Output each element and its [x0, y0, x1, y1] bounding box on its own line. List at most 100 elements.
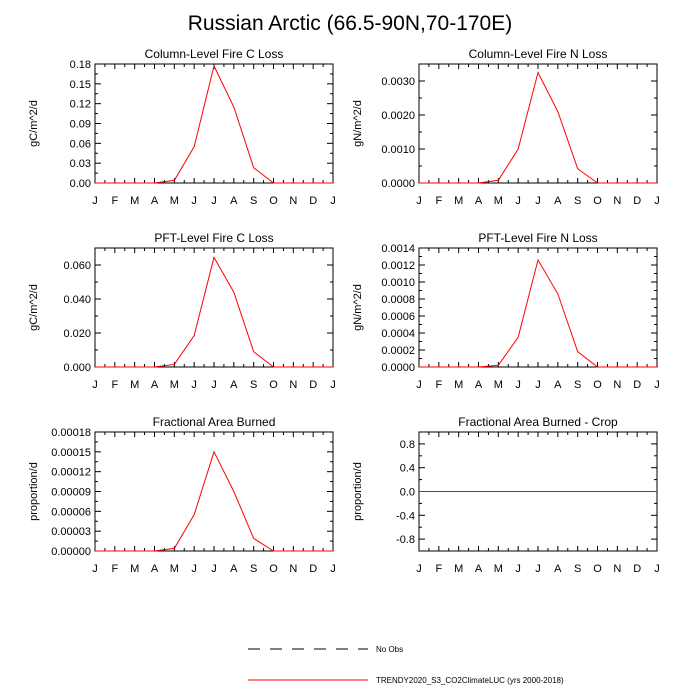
plot-frame: [94, 431, 334, 552]
y-tick-label: 0.0030: [381, 76, 415, 88]
x-tick-label: M: [170, 195, 179, 207]
x-tick-label: A: [230, 379, 238, 391]
x-tick-label: A: [151, 563, 159, 575]
y-tick-label: 0.040: [63, 294, 91, 306]
panel-title: PFT-Level Fire C Loss: [154, 231, 273, 245]
y-tick-label: -0.4: [396, 510, 415, 522]
y-tick-label: 0.0010: [381, 144, 415, 156]
y-tick-label: 0.4: [400, 463, 415, 475]
x-tick-label: A: [554, 195, 562, 207]
x-tick-label: S: [250, 195, 257, 207]
x-tick-label: J: [92, 563, 98, 575]
x-tick-label: M: [454, 195, 463, 207]
x-tick-label: A: [475, 195, 483, 207]
y-tick-label: 0.8: [400, 439, 415, 451]
x-tick-label: O: [269, 195, 278, 207]
x-tick-label: M: [170, 563, 179, 575]
x-tick-label: M: [494, 379, 503, 391]
plot-frame: [94, 247, 334, 368]
x-tick-label: M: [454, 379, 463, 391]
legend: No Obs TRENDY2020_S3_CO2ClimateLUC (yrs …: [248, 645, 564, 685]
x-tick-label: J: [211, 379, 217, 391]
y-tick-label: 0.060: [63, 260, 91, 272]
x-tick-label: N: [289, 563, 297, 575]
x-tick-label: J: [515, 379, 521, 391]
x-tick-label: F: [111, 563, 118, 575]
x-tick-label: O: [269, 563, 278, 575]
y-tick-label: 0.0008: [381, 294, 415, 306]
x-tick-label: J: [515, 563, 521, 575]
x-tick-label: J: [535, 195, 541, 207]
x-tick-label: J: [191, 195, 197, 207]
x-tick-label: O: [593, 379, 602, 391]
x-tick-label: F: [435, 563, 442, 575]
series-line: [419, 258, 657, 368]
y-tick-label: 0.0014: [381, 243, 415, 255]
x-tick-label: J: [515, 195, 521, 207]
x-tick-label: D: [633, 379, 641, 391]
y-tick-label: 0.0004: [381, 328, 415, 340]
plot-frame: [94, 63, 334, 184]
y-tick-label: 0.00000: [51, 546, 91, 558]
y-tick-label: 0.0020: [381, 110, 415, 122]
y-tick-label: 0.09: [70, 119, 91, 131]
x-tick-label: M: [130, 379, 139, 391]
plot-frame: [418, 247, 658, 368]
y-tick-label: 0.0: [400, 487, 415, 499]
x-tick-label: A: [230, 563, 238, 575]
x-tick-label: J: [92, 379, 98, 391]
x-tick-label: J: [535, 563, 541, 575]
x-tick-label: J: [211, 563, 217, 575]
x-tick-label: J: [416, 195, 422, 207]
panel-title: PFT-Level Fire N Loss: [478, 231, 597, 245]
series-line: [95, 64, 333, 184]
y-tick-label: 0.000: [63, 362, 91, 374]
panel-title: Fractional Area Burned - Crop: [458, 415, 618, 429]
legend-obs-label: No Obs: [376, 645, 403, 654]
x-tick-label: A: [475, 563, 483, 575]
y-axis-label: gC/m^2/d: [28, 100, 40, 147]
x-tick-label: M: [170, 379, 179, 391]
x-tick-label: J: [211, 195, 217, 207]
x-tick-label: J: [330, 563, 336, 575]
x-tick-label: D: [309, 379, 317, 391]
y-axis-label: proportion/d: [352, 462, 364, 521]
x-tick-label: O: [593, 563, 602, 575]
y-tick-label: 0.020: [63, 328, 91, 340]
x-tick-label: F: [111, 379, 118, 391]
x-tick-label: J: [330, 379, 336, 391]
x-tick-label: F: [435, 195, 442, 207]
y-tick-label: 0.0000: [381, 362, 415, 374]
series-line: [95, 450, 333, 552]
x-tick-label: A: [151, 195, 159, 207]
x-tick-label: N: [289, 195, 297, 207]
x-tick-label: M: [454, 563, 463, 575]
y-tick-label: 0.0000: [381, 178, 415, 190]
y-tick-label: 0.12: [70, 99, 91, 111]
y-tick-label: 0.00012: [51, 467, 91, 479]
x-tick-label: F: [435, 379, 442, 391]
x-tick-label: J: [191, 379, 197, 391]
y-tick-label: 0.00003: [51, 526, 91, 538]
x-tick-label: D: [309, 563, 317, 575]
x-tick-label: F: [111, 195, 118, 207]
panel-title: Column-Level Fire C Loss: [145, 47, 284, 61]
x-tick-label: D: [633, 563, 641, 575]
x-tick-label: N: [289, 379, 297, 391]
x-tick-label: D: [309, 195, 317, 207]
x-tick-label: S: [574, 563, 581, 575]
y-tick-label: 0.00009: [51, 487, 91, 499]
panel-title: Fractional Area Burned: [153, 415, 276, 429]
x-tick-label: S: [250, 379, 257, 391]
y-tick-label: 0.0002: [381, 345, 415, 357]
x-tick-label: J: [191, 563, 197, 575]
x-tick-label: J: [654, 379, 660, 391]
x-tick-label: N: [613, 563, 621, 575]
y-axis-label: gN/m^2/d: [352, 100, 364, 147]
y-tick-label: 0.0010: [381, 277, 415, 289]
x-tick-label: D: [633, 195, 641, 207]
